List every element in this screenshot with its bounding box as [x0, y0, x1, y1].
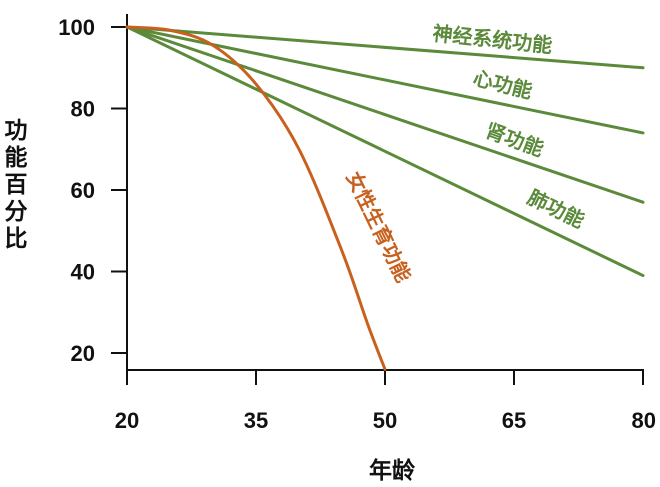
y-axis-title-char: 能: [5, 144, 28, 171]
y-axis-title-char: 功: [5, 118, 28, 144]
x-tick-label: 50: [373, 408, 397, 433]
x-tick-label: 35: [244, 408, 268, 433]
series-label: 女性生育功能: [342, 168, 416, 286]
series-line: [125, 25, 645, 70]
y-tick-label: 80: [71, 97, 95, 122]
series-label: 肾功能: [482, 118, 547, 161]
y-axis-title-char: 分: [5, 199, 28, 225]
series-lines: [125, 25, 645, 371]
series-line: [125, 25, 387, 371]
y-tick-label: 100: [58, 15, 95, 40]
y-axis-title-char: 比: [5, 226, 28, 252]
y-tick-label: 20: [71, 341, 95, 366]
x-tick-label: 65: [502, 408, 526, 433]
y-tick-label: 60: [71, 178, 95, 203]
series-label: 肺功能: [524, 185, 588, 233]
series-label: 心功能: [471, 66, 535, 104]
x-tick-label: 20: [115, 408, 139, 433]
series-line: [125, 25, 645, 278]
axes: 100 80 60 40 20 20 35 50 65 80: [58, 14, 656, 433]
x-axis-title: 年龄: [369, 457, 416, 484]
x-tick-label: 80: [632, 408, 656, 433]
series-line: [125, 25, 645, 204]
y-tick-label: 40: [71, 260, 95, 285]
y-axis-title: 功能百分比: [5, 118, 28, 252]
y-axis-title-char: 百: [5, 172, 28, 198]
series-line: [125, 25, 645, 135]
